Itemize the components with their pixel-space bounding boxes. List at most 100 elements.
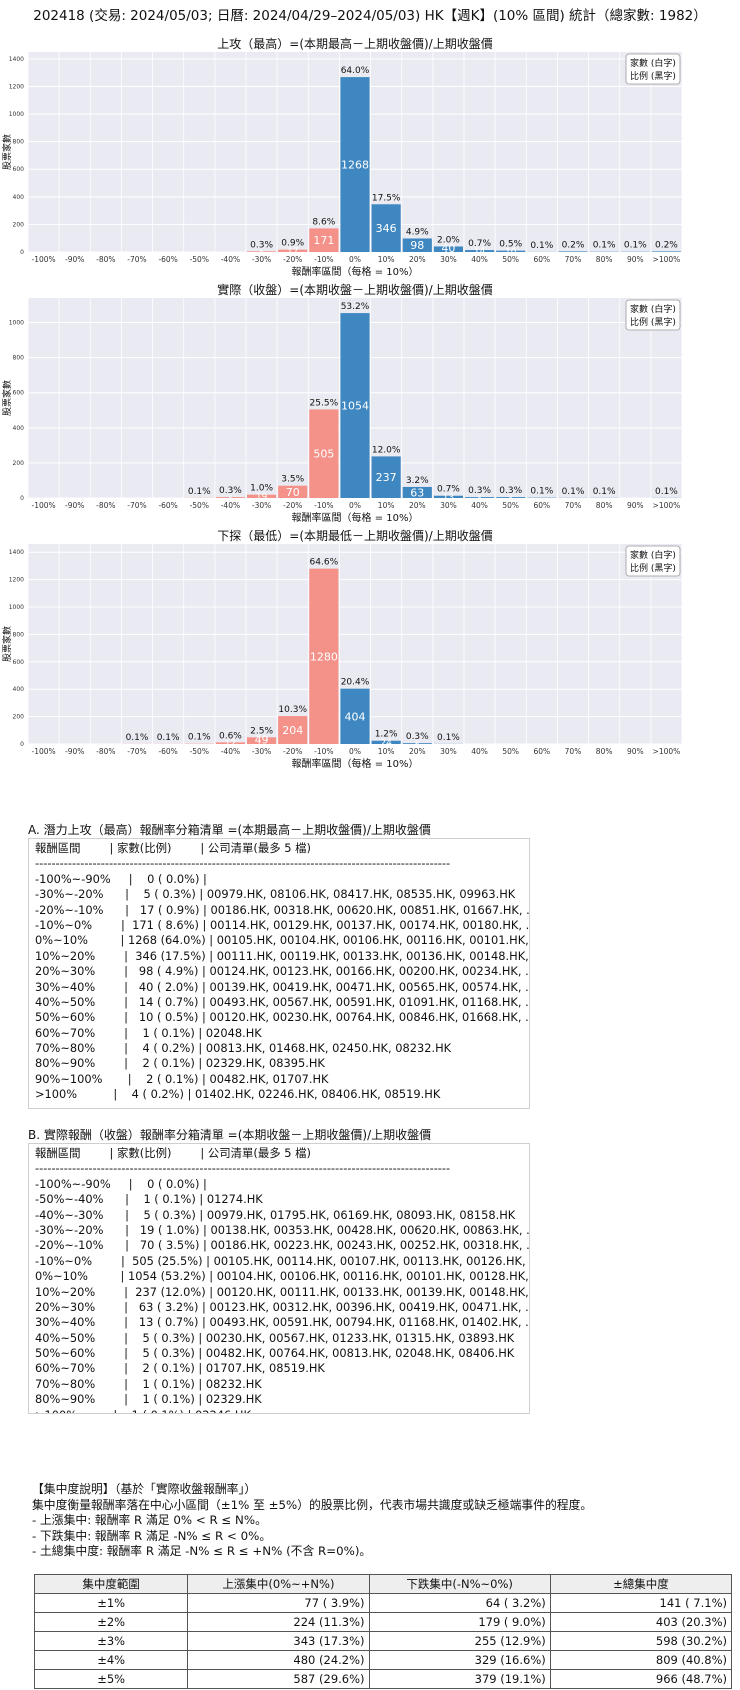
concentration-desc: 集中度衡量報酬率落在中心小區間（±1% 至 ±5%）的股票比例，代表市場共識度或… [32,1497,593,1512]
chart-close: 0 200 400 600 800 1000 實際（收盤）=(本期收盤－上期收盤價)/上期收… [0,280,740,525]
concentration-down-def: - 下跌集中: 報酬率 R 滿足 -N% ≤ R < 0%。 [32,1528,272,1543]
bar [247,737,277,744]
x-tick-label: 40% [471,501,488,510]
y-axis-label: 股票家數 [1,626,13,662]
x-tick-label: -50% [190,501,209,510]
bar-percent-label: 10.3% [278,705,307,715]
x-tick-label: 40% [471,255,488,264]
bar [402,238,432,252]
x-tick-label: 30% [440,501,457,510]
bar [496,250,526,252]
x-tick-label: -70% [127,747,146,756]
bar-percent-label: 0.2% [655,240,678,250]
table-cell: 598 (30.2%) [549,1631,733,1651]
chart-low-svg: 0 200 400 600 800 1000 1200 1400 下探（最低）=(本期最低－上期… [1,529,683,770]
bar-count-label: 5 [477,495,481,503]
bar [433,495,463,498]
bar-percent-label: 0.3% [499,486,522,496]
x-tick-label: -30% [252,501,271,510]
bar-percent-label: 0.7% [437,485,460,495]
bar-percent-label: 0.1% [188,733,211,743]
x-tick-label: 0% [349,747,361,756]
bar-percent-label: 0.9% [281,239,304,249]
bar [215,497,245,498]
x-tick-label: 40% [471,747,488,756]
bar-percent-label: 53.2% [341,302,370,312]
y-tick-label: 0 [20,495,24,502]
y-axis-label: 股票家數 [1,134,13,170]
x-tick-label: -30% [252,255,271,264]
bar [402,486,432,498]
y-tick-label: 600 [13,390,25,397]
table-cell: 77 ( 3.9%) [187,1593,370,1613]
x-tick-label: -100% [31,501,55,510]
panel-row: 20%~30% | 98 ( 4.9%) | 00124.HK, 00123.H… [35,964,529,979]
bar-count-label: 70 [286,486,300,499]
table-cell-range: ±5% [33,1669,189,1689]
x-tick-label: 90% [627,255,644,264]
bar-percent-label: 0.1% [530,241,553,251]
bar-count-label: 49 [255,734,269,747]
bar [651,251,681,252]
bar [247,251,277,252]
panel-row: 40%~50% | 5 ( 0.3%) | 00230.HK, 00567.HK… [35,1330,515,1345]
bar-percent-label: 0.1% [188,487,211,497]
bar [371,456,401,498]
bar-percent-label: 0.3% [250,240,273,250]
x-tick-label: 30% [440,255,457,264]
bar [340,313,370,498]
x-tick-label: -80% [96,255,115,264]
bar-percent-label: 0.1% [624,241,647,251]
x-tick-label: -20% [283,501,302,510]
x-tick-label: -20% [283,747,302,756]
chart-close-svg: 0 200 400 600 800 1000 實際（收盤）=(本期收盤－上期收盤價)/上期收… [1,282,683,524]
chart-high-svg: 0 200 400 600 800 1000 1200 1400 上攻（最高）=(本期最高－上期… [1,36,683,278]
x-tick-label: 50% [502,501,519,510]
bar [278,485,308,498]
x-tick-label: 10% [378,747,395,756]
bar [340,688,370,744]
y-tick-label: 0 [20,741,24,748]
y-tick-label: 1200 [9,83,24,90]
y-tick-label: 800 [13,631,25,638]
bar-count-label: 1054 [341,400,369,413]
panel-a-title: A. 潛力上攻（最高）報酬率分箱清單 =(本期最高－上期收盤價)/上期收盤價 [28,823,431,837]
concentration-table-header: 集中度範圍 上漲集中(0%~+N%) 下跌集中(-N%~0%) ±總集中度 [33,1574,733,1594]
bar-percent-label: 25.5% [310,398,339,408]
table-row: ±2% 224 (11.3%) 179 ( 9.0%) 403 (20.3%) [33,1612,733,1632]
bar-percent-label: 0.3% [406,732,429,742]
table-cell: 179 ( 9.0%) [368,1612,551,1632]
panel-divider: ----------------------------------------… [35,1161,451,1176]
x-tick-label: -50% [190,747,209,756]
table-cell: 966 (48.7%) [549,1669,733,1689]
x-tick-label: 50% [502,255,519,264]
x-tick-label: -40% [221,255,240,264]
panel-row: -20%~-10% | 17 ( 0.9%) | 00186.HK, 00318… [35,902,530,917]
x-tick-label: 50% [502,747,519,756]
x-tick-label: -90% [65,255,84,264]
x-axis-label: 報酬率區間（每格 = 10%） [292,265,419,278]
table-cell-range: ±3% [33,1631,189,1651]
y-tick-label: 800 [13,355,25,362]
y-tick-label: 600 [13,166,25,173]
concentration-table: 集中度範圍 上漲集中(0%~+N%) 下跌集中(-N%~0%) ±總集中度 ±1… [33,1574,733,1689]
bar [215,742,245,744]
bar-percent-label: 0.1% [157,733,180,743]
bar-count-label: 237 [376,471,397,484]
panel-b: 報酬區間 | 家數(比例) | 公司清單(最多 5 檔) ------------… [28,1143,530,1414]
bar-percent-label: 0.1% [126,733,149,743]
bar-count-label: 13 [443,493,454,503]
bar [371,204,401,252]
y-tick-label: 200 [13,714,25,721]
bar-percent-label: 0.1% [437,733,460,743]
panel-row: 60%~70% | 2 ( 0.1%) | 01707.HK, 08519.HK [35,1361,325,1376]
col-header-total: ±總集中度 [549,1574,733,1594]
table-cell: 255 (12.9%) [368,1631,551,1651]
y-tick-label: 200 [13,460,25,467]
bar-percent-label: 2.5% [250,726,273,736]
panel-row: 50%~60% | 5 ( 0.3%) | 00482.HK, 00764.HK… [35,1346,515,1361]
bar [309,409,339,498]
x-tick-label: >100% [653,747,681,756]
bar [278,249,308,252]
bar-percent-label: 12.0% [372,445,401,455]
